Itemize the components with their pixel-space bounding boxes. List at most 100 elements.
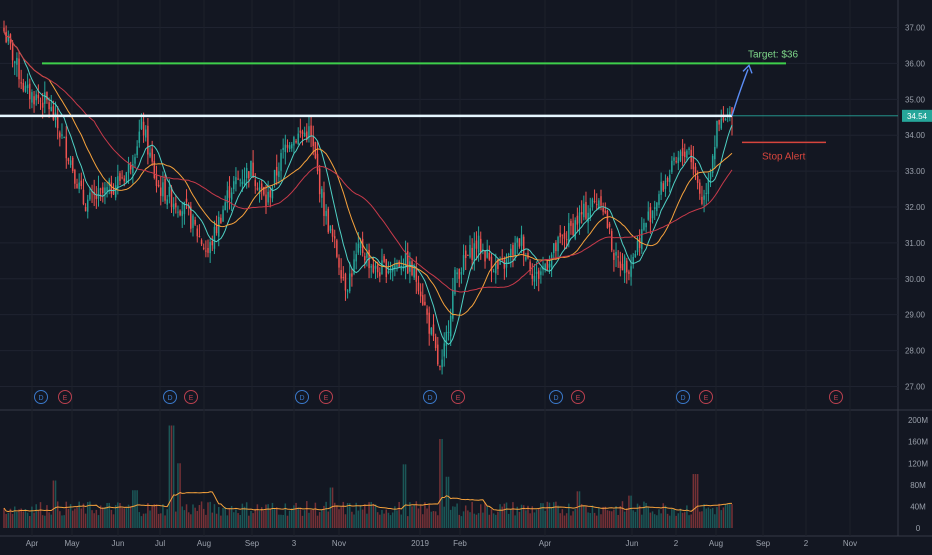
candle-body [237, 178, 239, 180]
volume-bar [658, 509, 660, 528]
candle-body [183, 201, 186, 215]
candle-body [510, 248, 512, 258]
volume-bar [297, 507, 299, 528]
earnings-marker-label: E [189, 395, 194, 402]
volume-bar [166, 509, 168, 528]
dividend-marker [34, 390, 48, 404]
volume-bar [323, 505, 325, 528]
volume-bar [202, 508, 205, 528]
volume-bar [82, 503, 85, 528]
x-tick-label: Aug [709, 539, 723, 548]
candle-body [301, 131, 304, 134]
volume-bar [301, 515, 304, 528]
volume-bar [484, 502, 486, 528]
volume-bar [716, 507, 718, 528]
candle-body [155, 175, 158, 186]
candle-body [606, 210, 609, 229]
volume-bar [394, 506, 396, 528]
candle-body [692, 157, 695, 170]
volume-bar [157, 513, 160, 528]
volume-bar [714, 514, 716, 528]
candle-body [563, 232, 566, 239]
y-tick-label: 27.00 [905, 382, 926, 391]
candle-body [651, 210, 654, 219]
volume-bar [286, 515, 289, 528]
volume-bar [699, 511, 701, 528]
candle-body [439, 365, 441, 368]
dividend-marker-label: D [680, 395, 685, 402]
x-tick-label: Jun [112, 539, 125, 548]
candle-body [445, 331, 448, 346]
volume-bar [379, 514, 381, 528]
volume-bar [95, 509, 98, 528]
earnings-marker-label: E [576, 395, 581, 402]
volume-bar [574, 509, 576, 528]
volume-bar [664, 505, 667, 528]
candle-body [396, 262, 398, 267]
volume-bar [619, 505, 622, 528]
candle-body [574, 220, 576, 239]
volume-bar [205, 514, 207, 528]
volume-bar [630, 495, 632, 528]
volume-bar [548, 502, 551, 528]
candle-body [707, 179, 710, 195]
candle-body [224, 202, 226, 211]
volume-bar [110, 509, 113, 528]
candle-body [175, 202, 177, 208]
volume-bar [709, 508, 712, 528]
candle-body [39, 100, 42, 102]
volume-bar [144, 513, 147, 528]
candle-body [497, 259, 499, 269]
candle-body [325, 210, 327, 217]
candle-body [434, 336, 437, 349]
volume-bar [671, 508, 673, 528]
x-tick-label: May [64, 539, 79, 548]
candle-body [286, 144, 289, 148]
volume-bar [626, 508, 628, 528]
volume-bar [252, 513, 254, 528]
volume-bar [681, 512, 684, 528]
volume-bar [333, 502, 336, 528]
candle-body [243, 179, 246, 185]
candle-body [166, 199, 168, 205]
volume-bar [464, 505, 467, 528]
volume-bar [243, 506, 246, 528]
volume-bar [299, 507, 302, 528]
volume-bar [413, 504, 415, 528]
volume-bar [656, 515, 658, 528]
y-tick-label: 30.00 [905, 275, 926, 284]
candle-body [84, 207, 87, 212]
candle-body [41, 102, 44, 108]
candle-body [331, 228, 334, 237]
candle-body [724, 119, 727, 121]
volume-bar [720, 510, 723, 528]
volume-bar [181, 506, 183, 528]
candle-body [78, 182, 80, 189]
volume-bar [117, 502, 119, 528]
volume-bar [731, 504, 733, 528]
candle-body [711, 155, 714, 173]
volume-bar [419, 504, 422, 528]
volume-bar [467, 510, 469, 528]
candle-body [80, 180, 83, 187]
candle-body [634, 254, 637, 258]
volume-bar [106, 502, 108, 528]
volume-bar [80, 508, 83, 528]
volume-bar [54, 480, 57, 528]
volume-bar [490, 509, 493, 528]
volume-bar [351, 511, 353, 528]
volume-bar [325, 501, 327, 528]
y-tick-label: 37.00 [905, 24, 926, 33]
volume-bar [649, 512, 652, 528]
volume-bar [151, 506, 153, 528]
volume-bar [245, 502, 248, 528]
candle-body [342, 277, 345, 279]
dividend-marker-label: D [299, 395, 304, 402]
candle-body [35, 94, 37, 101]
volume-bar [190, 514, 192, 528]
candle-body [74, 169, 76, 184]
volume-bar [278, 514, 280, 528]
candle-body [533, 275, 536, 282]
volume-bar [561, 509, 564, 528]
